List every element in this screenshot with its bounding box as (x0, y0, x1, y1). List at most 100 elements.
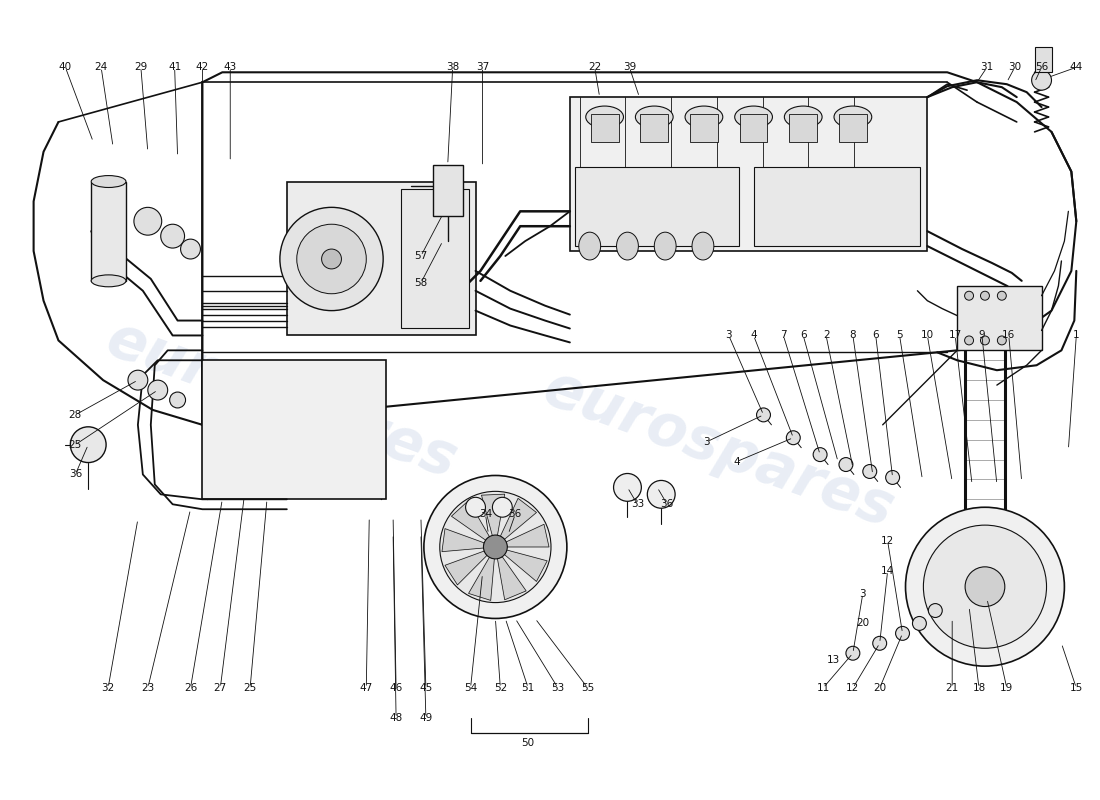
Polygon shape (442, 529, 484, 552)
Text: 20: 20 (873, 683, 887, 693)
Bar (754, 166, 921, 246)
Text: 58: 58 (415, 278, 428, 288)
Text: 10: 10 (921, 330, 934, 341)
Text: 38: 38 (447, 62, 460, 72)
Circle shape (169, 392, 186, 408)
Text: 57: 57 (415, 251, 428, 261)
Circle shape (147, 380, 167, 400)
Circle shape (757, 408, 770, 422)
Text: 49: 49 (419, 713, 432, 722)
Text: 12: 12 (881, 536, 894, 546)
Bar (570, 97, 927, 251)
Polygon shape (482, 494, 505, 535)
Polygon shape (505, 550, 547, 582)
Circle shape (965, 336, 974, 345)
Circle shape (998, 291, 1006, 300)
Ellipse shape (692, 232, 714, 260)
Text: 37: 37 (476, 62, 490, 72)
Circle shape (839, 458, 853, 471)
Polygon shape (497, 557, 526, 600)
Text: 27: 27 (213, 683, 227, 693)
Bar (739, 114, 768, 142)
Text: 13: 13 (826, 655, 839, 665)
Circle shape (913, 617, 926, 630)
Text: 5: 5 (896, 330, 903, 341)
Bar (790, 114, 817, 142)
Bar (500, 512, 556, 584)
Text: 51: 51 (521, 683, 535, 693)
Ellipse shape (685, 106, 723, 128)
Text: 6: 6 (872, 330, 879, 341)
Bar (690, 114, 718, 142)
Text: 8: 8 (849, 330, 856, 341)
Text: 25: 25 (68, 440, 81, 450)
Text: 56: 56 (1035, 62, 1048, 72)
Text: 33: 33 (630, 499, 644, 510)
Text: 15: 15 (1069, 683, 1082, 693)
Ellipse shape (834, 106, 871, 128)
Bar (432, 165, 463, 216)
Circle shape (786, 430, 801, 445)
Text: 48: 48 (389, 713, 403, 722)
Text: 36: 36 (508, 510, 521, 519)
Text: 20: 20 (856, 618, 869, 629)
Text: 28: 28 (68, 410, 81, 420)
Text: 32: 32 (101, 683, 114, 693)
Bar (91, 182, 127, 281)
Ellipse shape (735, 106, 772, 128)
Text: 21: 21 (946, 683, 959, 693)
Ellipse shape (616, 232, 638, 260)
Text: 12: 12 (846, 683, 859, 693)
Circle shape (895, 626, 910, 640)
Text: 14: 14 (881, 566, 894, 576)
Text: 4: 4 (750, 330, 757, 341)
Bar (202, 360, 386, 499)
Text: eurospares: eurospares (99, 310, 465, 490)
Circle shape (484, 535, 507, 559)
Circle shape (465, 498, 485, 517)
Ellipse shape (585, 106, 624, 128)
Bar (591, 114, 618, 142)
Circle shape (923, 525, 1046, 648)
Text: 36: 36 (661, 499, 674, 510)
Circle shape (965, 291, 974, 300)
Text: 25: 25 (243, 683, 256, 693)
Text: 3: 3 (704, 437, 711, 446)
Circle shape (998, 336, 1006, 345)
Ellipse shape (579, 232, 601, 260)
Circle shape (134, 207, 162, 235)
Circle shape (905, 507, 1065, 666)
Ellipse shape (91, 275, 127, 286)
Bar (640, 114, 668, 142)
Circle shape (647, 481, 675, 508)
Text: 9: 9 (979, 330, 986, 341)
Bar (287, 182, 475, 335)
Circle shape (813, 448, 827, 462)
Circle shape (965, 567, 1004, 606)
Text: 30: 30 (1009, 62, 1021, 72)
Text: 42: 42 (196, 62, 209, 72)
Circle shape (928, 603, 943, 618)
Text: 7: 7 (780, 330, 786, 341)
Text: eurospares: eurospares (536, 360, 902, 539)
Circle shape (424, 475, 566, 618)
Text: 45: 45 (419, 683, 432, 693)
Circle shape (872, 636, 887, 650)
Text: 17: 17 (948, 330, 961, 341)
Polygon shape (506, 524, 549, 547)
Ellipse shape (91, 175, 127, 187)
Bar (957, 286, 1042, 350)
Bar (1035, 47, 1053, 72)
Text: 19: 19 (1000, 683, 1013, 693)
Text: 53: 53 (551, 683, 564, 693)
Ellipse shape (636, 106, 673, 128)
Text: 3: 3 (859, 589, 866, 598)
Polygon shape (451, 501, 490, 540)
Text: 2: 2 (823, 330, 829, 341)
Text: 24: 24 (95, 62, 108, 72)
Circle shape (862, 465, 877, 478)
Text: 34: 34 (478, 510, 492, 519)
Text: 50: 50 (521, 738, 535, 748)
Text: 39: 39 (623, 62, 636, 72)
Text: 11: 11 (816, 683, 829, 693)
